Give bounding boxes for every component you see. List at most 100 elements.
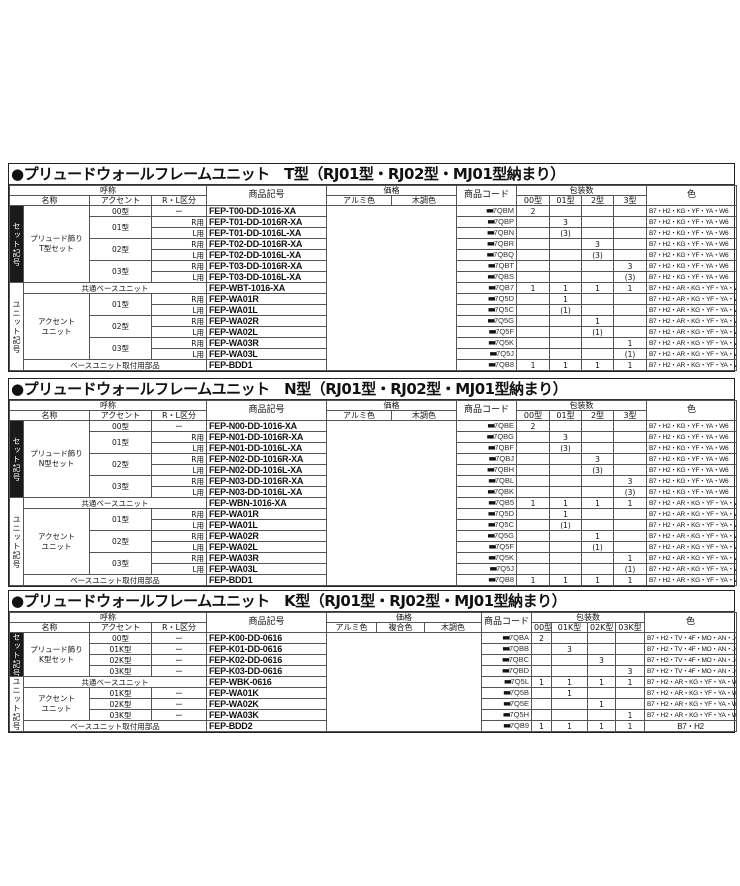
- section-label: セット記号: [9, 420, 24, 498]
- pack-qty: (1): [613, 348, 647, 360]
- header-product-code: 商品記号: [206, 400, 327, 421]
- header-product-code: 商品記号: [206, 612, 327, 633]
- pack-qty: [581, 420, 614, 432]
- rl-type: ー: [151, 687, 207, 699]
- product-code: FEP-BDD1: [206, 574, 327, 586]
- pack-qty: [581, 271, 614, 283]
- color-list: B7・H2・AR・KG・YF・YA・W6: [646, 530, 737, 542]
- rl-type: L用: [151, 563, 207, 575]
- item-code: ■■7QBQ: [456, 249, 517, 261]
- code-prefix: ■■: [488, 362, 496, 369]
- color-list: B7・H2・KG・YF・YA・W6: [646, 271, 737, 283]
- code-prefix: ■■: [502, 657, 510, 664]
- product-code: FEP-WA02L: [206, 326, 327, 338]
- pack-qty: [613, 431, 647, 443]
- code-prefix: ■■: [502, 635, 511, 642]
- item-code-value: 7QBE: [493, 421, 514, 431]
- color-list: B7・H2・KG・YF・YA・W6: [646, 260, 737, 272]
- header-rl: R・L区分: [151, 410, 207, 421]
- color-list: B7・H2・AR・KG・YF・YA・W6: [646, 337, 737, 349]
- accent-type: 02型: [89, 238, 152, 261]
- rl-type: L用: [151, 227, 207, 239]
- item-code: ■■7Q5K: [456, 337, 517, 349]
- pack-qty: [531, 643, 552, 655]
- table-block-t: ●プリュードウォールフレームユニット T型（RJ01型・RJ02型・MJ01型納…: [8, 163, 737, 372]
- pack-qty: 1: [551, 676, 588, 688]
- pack-qty: (3): [613, 271, 647, 283]
- item-code-value: 7Q5B: [509, 688, 529, 698]
- pack-qty: [516, 293, 550, 305]
- header-pack-col: 03K型: [615, 622, 645, 633]
- pack-qty: [549, 563, 582, 575]
- code-prefix: ■■: [486, 434, 495, 441]
- code-prefix: ■■: [486, 208, 494, 215]
- code-prefix: ■■: [503, 701, 511, 708]
- product-name: アクセント ユニット: [23, 508, 90, 575]
- item-code: ■■7Q5J: [456, 563, 517, 575]
- product-code: FEP-WA01R: [206, 508, 327, 520]
- header-price-col: アルミ色: [326, 410, 392, 421]
- header-item-code: 商品コード: [456, 400, 517, 421]
- pack-qty: [581, 348, 614, 360]
- product-code: FEP-N02-DD-1016L-XA: [206, 464, 327, 476]
- code-prefix: ■■: [487, 445, 496, 452]
- product-code: FEP-K01-DD-0616: [206, 643, 327, 655]
- pack-qty: 1: [549, 359, 582, 371]
- pack-qty: [551, 654, 588, 666]
- item-code: ■■7QBD: [481, 665, 532, 677]
- pack-qty: [516, 216, 550, 228]
- product-code: FEP-WBN-1016-XA: [206, 497, 327, 509]
- pack-qty: [613, 315, 647, 327]
- color-list: B7・H2・AR・KG・YF・YA・W6: [644, 709, 737, 721]
- code-prefix: ■■: [486, 252, 495, 259]
- pack-qty: 3: [549, 431, 582, 443]
- product-code: FEP-N00-DD-1016-XA: [206, 420, 327, 432]
- item-code-value: 7Q5E: [509, 699, 529, 709]
- item-code: ■■7Q5K: [456, 552, 517, 564]
- item-code: ■■7QBN: [456, 227, 517, 239]
- code-prefix: ■■: [488, 329, 497, 336]
- code-prefix: ■■: [503, 690, 511, 697]
- pack-qty: (1): [549, 519, 582, 531]
- product-code: FEP-WA01L: [206, 304, 327, 316]
- pack-qty: [516, 442, 550, 454]
- pack-qty: [613, 227, 647, 239]
- table-title: ●プリュードウォールフレームユニット T型（RJ01型・RJ02型・MJ01型納…: [9, 164, 734, 185]
- color-list: B7・H2・AR・KG・YF・YA・W6: [646, 359, 737, 371]
- item-code-value: 7QBP: [493, 217, 514, 227]
- product-table: 呼称 商品記号 価格 商品コード 包装数色名称 アクセント R・L区分 アルミ色 木調色 00型 0…: [9, 185, 737, 371]
- pack-qty: 3: [551, 643, 588, 655]
- code-prefix: ■■: [488, 285, 496, 292]
- rl-type: L用: [151, 249, 207, 261]
- product-code: FEP-T01-DD-1016R-XA: [206, 216, 327, 228]
- header-pack-col: 02K型: [587, 622, 616, 633]
- table-title: ●プリュードウォールフレームユニット K型（RJ01型・RJ02型・MJ01型納…: [9, 591, 734, 612]
- product-code: FEP-T03-DD-1016L-XA: [206, 271, 327, 283]
- pack-qty: [581, 227, 614, 239]
- item-code-value: 7QBB: [508, 644, 529, 654]
- pack-qty: [516, 326, 550, 338]
- pack-qty: [516, 453, 550, 465]
- accent-type: 03型: [89, 475, 152, 498]
- pack-qty: [549, 475, 582, 487]
- color-list: B7・H2・AR・KG・YF・YA・W6: [646, 293, 737, 305]
- pack-qty: [516, 508, 550, 520]
- product-code: FEP-N01-DD-1016R-XA: [206, 431, 327, 443]
- color-list: B7・H2・AR・KG・YF・YA・W6: [646, 519, 737, 531]
- rl-type: R用: [151, 431, 207, 443]
- accent-type: 01型: [89, 508, 152, 531]
- color-list: B7・H2・AR・KG・YF・YA・W6: [644, 676, 737, 688]
- item-code-value: 7Q5L: [510, 677, 529, 687]
- pack-qty: 3: [581, 453, 614, 465]
- pack-qty: [615, 632, 645, 644]
- accent-type: 01K型: [89, 687, 152, 699]
- price-area: [326, 632, 482, 732]
- pack-qty: [613, 420, 647, 432]
- header-name: 名称: [9, 195, 90, 206]
- pack-qty: [516, 227, 550, 239]
- item-code-value: 7QBJ: [495, 454, 514, 464]
- header-price-col: 木調色: [424, 622, 482, 633]
- section-label: ユニット記号: [9, 282, 24, 371]
- header-item-code: 商品コード: [481, 612, 532, 633]
- table-row: 03型 R用 FEP-WA03R ■■7Q5K 1 B7・H2・AR・KG・YF・YA・W…: [10, 552, 737, 575]
